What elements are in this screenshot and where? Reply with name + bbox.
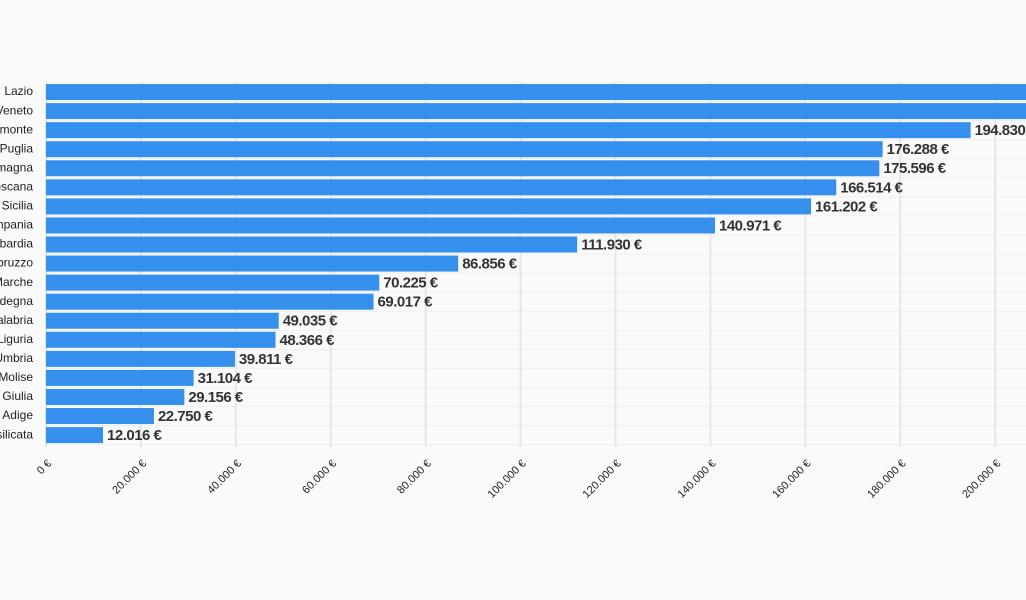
bar bbox=[46, 312, 279, 329]
bar bbox=[46, 350, 235, 367]
value-label: 175.596 € bbox=[883, 160, 946, 177]
category-label: Molise bbox=[0, 370, 33, 384]
x-tick-label: 160.000 € bbox=[770, 458, 813, 501]
category-label: Emilia-Romagna bbox=[0, 160, 33, 174]
bar bbox=[46, 274, 380, 291]
bar bbox=[46, 408, 154, 425]
value-label: 86.856 € bbox=[462, 256, 518, 273]
bar bbox=[46, 141, 883, 158]
bar bbox=[46, 103, 1026, 120]
category-label: Lombardia bbox=[0, 237, 33, 251]
value-label: 70.225 € bbox=[383, 275, 439, 292]
value-label: 12.016 € bbox=[107, 427, 163, 444]
category-label: Umbria bbox=[0, 351, 33, 365]
value-label: 29.156 € bbox=[188, 389, 244, 406]
bar bbox=[46, 160, 880, 177]
bar bbox=[46, 369, 194, 386]
value-label: 48.366 € bbox=[280, 332, 336, 349]
x-tick-label: 0 € bbox=[35, 458, 54, 477]
category-label: Marche bbox=[0, 275, 33, 289]
x-tick-label: 60.000 € bbox=[300, 458, 339, 497]
bar bbox=[46, 427, 104, 444]
category-label: Trentino-Alto Adige bbox=[0, 408, 33, 422]
category-label: Lazio bbox=[4, 84, 33, 98]
category-label: Puglia bbox=[0, 141, 33, 155]
value-label: 111.930 € bbox=[581, 236, 643, 253]
value-label: 176.288 € bbox=[887, 141, 950, 158]
value-label: 166.514 € bbox=[840, 179, 903, 196]
bar bbox=[46, 388, 185, 405]
x-tick-label: 100.000 € bbox=[486, 458, 529, 501]
category-label: Basilicata bbox=[0, 427, 33, 441]
value-label: 140.971 € bbox=[719, 217, 782, 234]
x-tick-label: 40.000 € bbox=[205, 458, 244, 497]
bar bbox=[46, 84, 1026, 101]
bar bbox=[46, 198, 812, 215]
bar bbox=[46, 331, 276, 348]
category-label: Sicilia bbox=[2, 199, 34, 213]
category-label: Liguria bbox=[0, 332, 33, 346]
bar bbox=[46, 236, 578, 253]
value-label: 161.202 € bbox=[815, 198, 878, 215]
x-tick-label: 140.000 € bbox=[675, 458, 718, 501]
bar bbox=[46, 122, 971, 139]
bar bbox=[46, 255, 459, 272]
x-tick-label: 200.000 € bbox=[960, 458, 1003, 501]
value-label: 49.035 € bbox=[283, 313, 339, 330]
x-tick-label: 20.000 € bbox=[110, 458, 149, 497]
category-label: Calabria bbox=[0, 313, 33, 327]
category-label: Piemonte bbox=[0, 122, 33, 136]
value-label: 194.830 € bbox=[975, 122, 1026, 139]
x-tick-label: 80.000 € bbox=[395, 458, 434, 497]
category-label: Sardegna bbox=[0, 294, 33, 308]
value-label: 39.811 € bbox=[239, 351, 294, 368]
category-label: Toscana bbox=[0, 180, 33, 194]
bar bbox=[46, 293, 374, 310]
bar bbox=[46, 179, 837, 196]
x-tick-label: 180.000 € bbox=[865, 458, 908, 501]
bar bbox=[46, 217, 716, 234]
value-label: 31.104 € bbox=[198, 370, 254, 387]
value-label: 69.017 € bbox=[378, 294, 434, 311]
x-tick-label: 120.000 € bbox=[581, 458, 624, 501]
value-label: 22.750 € bbox=[158, 408, 214, 425]
category-label: Abruzzo bbox=[0, 256, 33, 270]
category-label: Veneto bbox=[0, 103, 33, 117]
category-label: Friuli-Venezia Giulia bbox=[0, 389, 33, 403]
category-label: Campania bbox=[0, 218, 33, 232]
